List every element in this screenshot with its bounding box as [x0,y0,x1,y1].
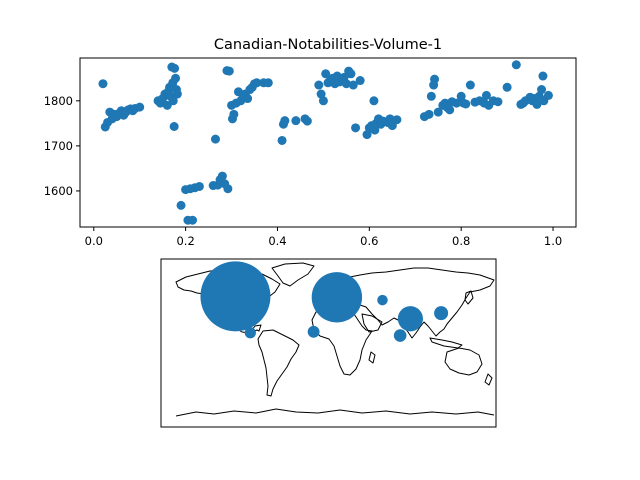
scatter-point [302,116,312,126]
scatter-point [511,60,521,70]
x-tick-label: 0.8 [452,234,470,248]
coastline-arabia [361,313,383,333]
scatter-point [481,90,491,100]
y-tick-label: 1700 [44,139,73,153]
map-bubble [307,325,320,338]
scatter-point [135,102,145,112]
scatter-point [169,122,179,131]
coastline-antarctica [175,408,495,417]
scatter-point [210,134,220,144]
scatter-point [176,200,186,210]
scatter-point [321,69,331,79]
scatter-point [465,80,475,90]
scatter-y-axis: 1600 1700 1800 [44,94,80,198]
scatter-point [217,171,227,181]
scatter-point [171,73,181,83]
scatter-point [430,74,440,84]
coastline-indonesia [429,337,463,349]
world-map [160,258,497,428]
scatter-point [172,89,182,99]
scatter-point [370,125,380,135]
y-tick-label: 1800 [44,94,73,108]
scatter-point [263,78,273,88]
x-tick-label: 0.4 [268,234,286,248]
coastline-greenland [271,262,315,287]
map-bubble [200,261,271,332]
scatter-point [456,91,466,101]
scatter-point [369,96,379,106]
scatter-point [168,96,178,106]
scatter-point [318,96,328,106]
scatter-point [223,184,233,194]
scatter-point [537,85,547,95]
scatter-point [341,79,351,89]
scatter-point [426,91,436,101]
scatter-point [385,114,395,124]
scatter-point [362,130,372,140]
scatter-point [532,99,542,109]
coastline-australia [444,347,483,376]
map-bubble [311,272,363,323]
map-bubble [377,294,388,306]
map-bubble [393,329,407,342]
scatter-point [252,78,262,88]
scatter-point [502,82,512,92]
scatter-point [424,109,434,119]
x-tick-label: 0.2 [176,234,194,248]
x-tick-label: 0.0 [85,234,103,248]
scatter-point [392,115,402,125]
scatter-point [348,80,358,90]
map-frame [160,258,497,428]
y-tick-label: 1600 [44,184,73,198]
scatter-point [493,97,503,107]
coastline-madagascar [368,351,376,364]
scatter-chart-title: Canadian-Notabilities-Volume-1 [214,37,442,53]
scatter-point [229,109,239,119]
scatter-point [316,89,326,99]
scatter-point [277,135,287,145]
scatter-point [170,63,180,73]
scatter-points [98,60,553,225]
scatter-point [543,90,553,100]
x-tick-label: 1.0 [544,234,562,248]
scatter-point [188,215,198,225]
scatter-point [346,69,356,79]
scatter-point [452,98,462,108]
coastline-new-zealand [484,373,493,386]
scatter-x-axis: 0.0 0.2 0.4 0.6 0.8 1.0 [85,227,562,248]
scatter-point [445,105,455,115]
map-bubble [244,327,256,339]
map-bubble [434,306,449,321]
map-bubbles [200,261,449,342]
coastline-japan [464,290,474,305]
coastline-south-america [257,329,300,397]
scatter-point [314,80,324,90]
x-tick-label: 0.6 [360,234,378,248]
scatter-point [224,66,234,76]
map-bubble [397,306,423,332]
scatter-point [243,94,253,104]
scatter-point [291,116,301,126]
scatter-point [433,107,443,117]
scatter-point [98,79,108,89]
scatter-point [280,116,290,126]
scatter-plot-frame [79,57,577,228]
scatter-point [538,71,548,81]
scatter-point [351,123,361,133]
scatter-point [194,181,204,191]
scatter-point [461,99,471,109]
scatter-point [355,76,365,86]
